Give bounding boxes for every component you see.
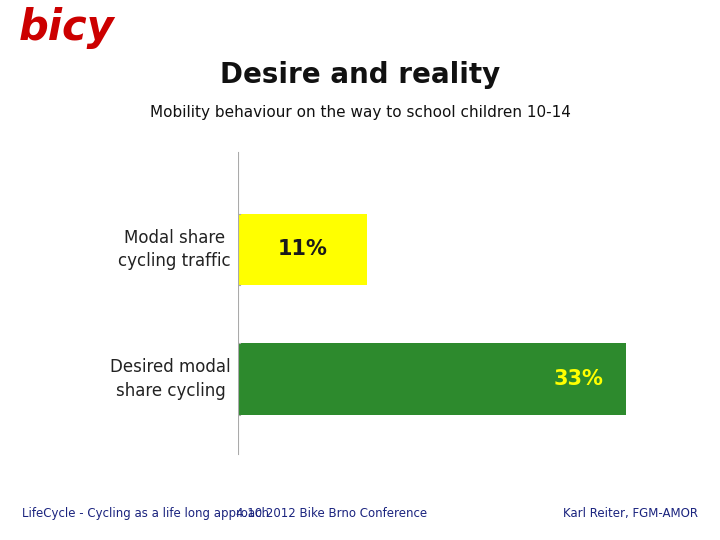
Text: Desire and reality: Desire and reality	[220, 61, 500, 89]
Text: 33%: 33%	[554, 369, 604, 389]
Text: 11%: 11%	[277, 239, 327, 260]
Text: Karl Reiter, FGM-AMOR: Karl Reiter, FGM-AMOR	[563, 507, 698, 520]
Bar	[238, 214, 367, 285]
Bar	[238, 343, 626, 415]
Text: LifeCycle - Cycling as a life long approach: LifeCycle - Cycling as a life long appro…	[22, 507, 269, 520]
Text: Modal share
cycling traffic: Modal share cycling traffic	[119, 228, 231, 271]
Text: Mobility behaviour on the way to school children 10-14: Mobility behaviour on the way to school …	[150, 105, 570, 120]
Text: 4.10.2012 Bike Brno Conference: 4.10.2012 Bike Brno Conference	[235, 507, 427, 520]
Text: bicy: bicy	[19, 6, 114, 49]
Text: Desired modal
share cycling: Desired modal share cycling	[110, 358, 231, 400]
